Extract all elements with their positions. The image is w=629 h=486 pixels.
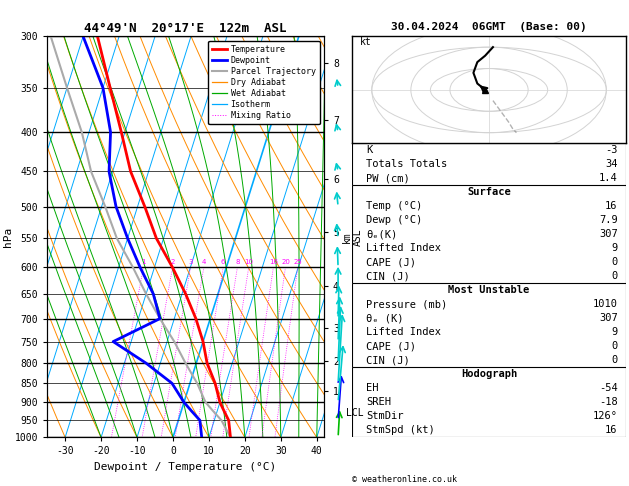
Text: 307: 307 <box>599 313 618 323</box>
Title: 44°49'N  20°17'E  122m  ASL: 44°49'N 20°17'E 122m ASL <box>84 22 287 35</box>
Text: 7.9: 7.9 <box>599 215 618 226</box>
Text: 4: 4 <box>202 259 206 265</box>
Text: θₑ (K): θₑ (K) <box>366 313 403 323</box>
Text: 0: 0 <box>611 355 618 365</box>
Text: K: K <box>366 145 372 156</box>
Text: Dewp (°C): Dewp (°C) <box>366 215 422 226</box>
Legend: Temperature, Dewpoint, Parcel Trajectory, Dry Adiabat, Wet Adiabat, Isotherm, Mi: Temperature, Dewpoint, Parcel Trajectory… <box>208 41 320 124</box>
Text: © weatheronline.co.uk: © weatheronline.co.uk <box>352 474 457 484</box>
Text: CIN (J): CIN (J) <box>366 355 409 365</box>
Text: kt: kt <box>360 37 372 47</box>
Text: θₑ(K): θₑ(K) <box>366 229 397 240</box>
Text: 1010: 1010 <box>593 299 618 310</box>
Text: StmSpd (kt): StmSpd (kt) <box>366 425 435 435</box>
Text: 25: 25 <box>293 259 302 265</box>
Text: LCL: LCL <box>346 408 364 418</box>
Text: 6: 6 <box>221 259 225 265</box>
Text: SREH: SREH <box>366 398 391 407</box>
Text: 16: 16 <box>269 259 278 265</box>
Text: 10: 10 <box>244 259 253 265</box>
Text: Surface: Surface <box>467 188 511 197</box>
Text: 1: 1 <box>142 259 146 265</box>
Text: CIN (J): CIN (J) <box>366 271 409 281</box>
Text: 20: 20 <box>281 259 290 265</box>
Text: -54: -54 <box>599 383 618 393</box>
Y-axis label: hPa: hPa <box>3 227 13 247</box>
Text: 9: 9 <box>611 328 618 337</box>
Text: 34: 34 <box>605 159 618 170</box>
Text: 16: 16 <box>605 425 618 435</box>
Text: 9: 9 <box>611 243 618 253</box>
Text: StmDir: StmDir <box>366 411 403 421</box>
Text: Lifted Index: Lifted Index <box>366 328 441 337</box>
Text: 2: 2 <box>170 259 175 265</box>
Text: Temp (°C): Temp (°C) <box>366 201 422 211</box>
Text: 1.4: 1.4 <box>599 174 618 183</box>
Y-axis label: km
ASL: km ASL <box>342 228 363 246</box>
Text: 0: 0 <box>611 271 618 281</box>
Text: 16: 16 <box>605 201 618 211</box>
Text: CAPE (J): CAPE (J) <box>366 341 416 351</box>
Text: 0: 0 <box>611 258 618 267</box>
Text: Most Unstable: Most Unstable <box>448 285 530 295</box>
Text: 8: 8 <box>235 259 240 265</box>
Text: -3: -3 <box>605 145 618 156</box>
Text: CAPE (J): CAPE (J) <box>366 258 416 267</box>
Text: Lifted Index: Lifted Index <box>366 243 441 253</box>
Text: Hodograph: Hodograph <box>461 369 517 380</box>
Text: Pressure (mb): Pressure (mb) <box>366 299 447 310</box>
Text: EH: EH <box>366 383 379 393</box>
Text: 126°: 126° <box>593 411 618 421</box>
Text: PW (cm): PW (cm) <box>366 174 409 183</box>
Text: 30.04.2024  06GMT  (Base: 00): 30.04.2024 06GMT (Base: 00) <box>391 21 587 32</box>
Text: 307: 307 <box>599 229 618 240</box>
Text: Totals Totals: Totals Totals <box>366 159 447 170</box>
Text: 0: 0 <box>611 341 618 351</box>
X-axis label: Dewpoint / Temperature (°C): Dewpoint / Temperature (°C) <box>94 462 277 472</box>
Text: -18: -18 <box>599 398 618 407</box>
Text: 3: 3 <box>188 259 193 265</box>
